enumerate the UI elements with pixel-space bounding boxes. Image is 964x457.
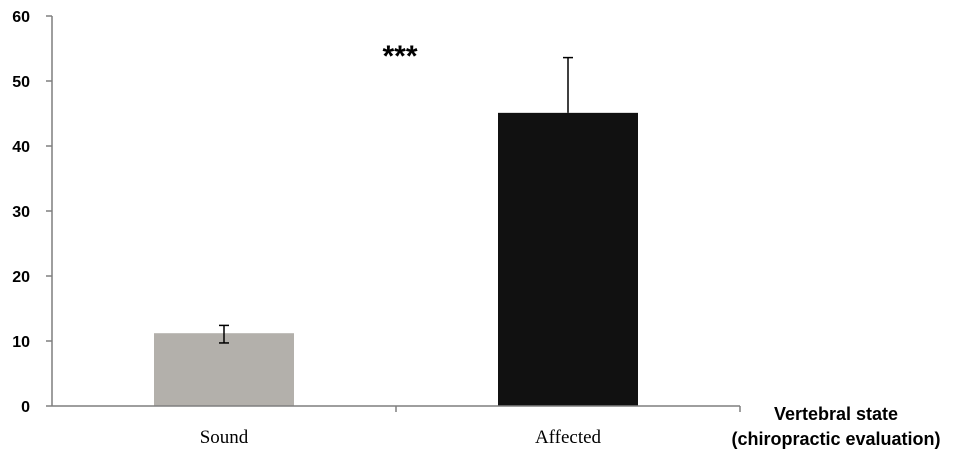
y-tick-label: 60 — [12, 9, 30, 26]
y-tick-label: 10 — [12, 334, 30, 351]
bar-affected — [498, 112, 638, 406]
x-axis-label-line1: Vertebral state — [774, 404, 898, 424]
y-tick-label: 50 — [12, 74, 30, 91]
bars — [154, 56, 638, 406]
x-category-label: Sound — [200, 427, 249, 448]
bar-sound — [154, 333, 294, 406]
x-axis-label-line2: (chiropractic evaluation) — [731, 429, 940, 449]
y-tick-label: 40 — [12, 139, 30, 156]
significance-annotation: *** — [382, 40, 417, 73]
y-tick-label: 0 — [21, 399, 30, 416]
x-axis: Sound Affected — [52, 405, 741, 448]
y-axis: 0 10 20 30 40 50 60 — [12, 9, 53, 416]
x-category-label: Affected — [535, 427, 602, 448]
y-tick-label: 20 — [12, 269, 30, 286]
y-tick-label: 30 — [12, 204, 30, 221]
